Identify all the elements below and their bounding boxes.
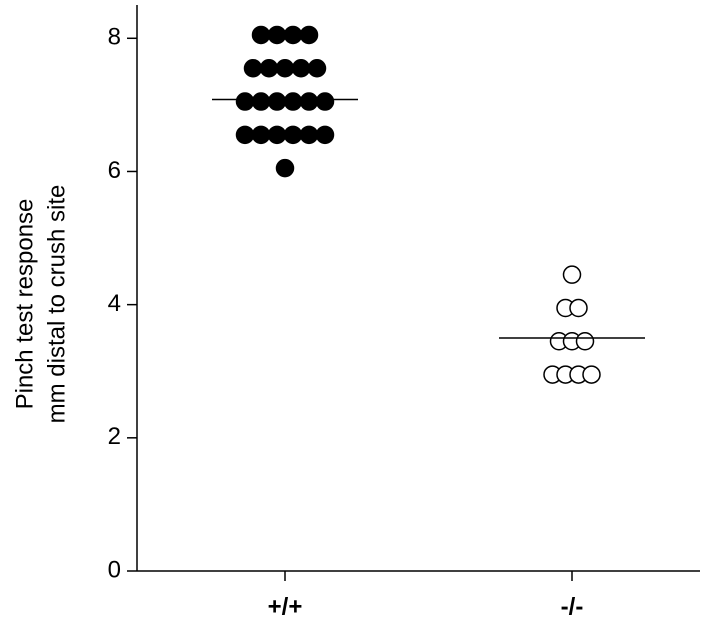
data-point [315,125,335,145]
data-point [251,92,271,111]
y-axis-label: Pinch test response [11,199,38,410]
data-point [267,25,287,45]
data-point [251,25,271,45]
data-point [267,92,287,111]
data-point [243,59,263,78]
data-point [307,59,327,78]
data-point [251,125,271,145]
y-axis-label: mm distal to crush site [43,185,70,424]
data-point [235,92,255,111]
data-point [259,59,279,78]
x-tick-label: +/+ [268,593,303,620]
data-point [267,125,287,145]
x-tick-label: -/- [561,593,584,620]
data-point [283,125,303,145]
data-point [569,298,588,318]
y-tick-label: 4 [108,290,121,317]
y-tick-label: 8 [108,24,121,51]
data-point [575,332,595,351]
data-point [275,59,295,78]
y-tick-label: 2 [108,423,121,450]
data-point [315,92,335,111]
data-point [283,25,303,45]
data-point [291,59,311,78]
data-point [582,365,601,384]
data-point [299,92,319,111]
data-point [283,92,303,111]
data-point [275,158,295,178]
data-point [299,25,319,45]
y-tick-label: 0 [108,556,121,583]
y-tick-label: 6 [108,157,121,184]
data-point [235,125,255,145]
data-point [562,265,582,284]
data-point [299,125,319,145]
